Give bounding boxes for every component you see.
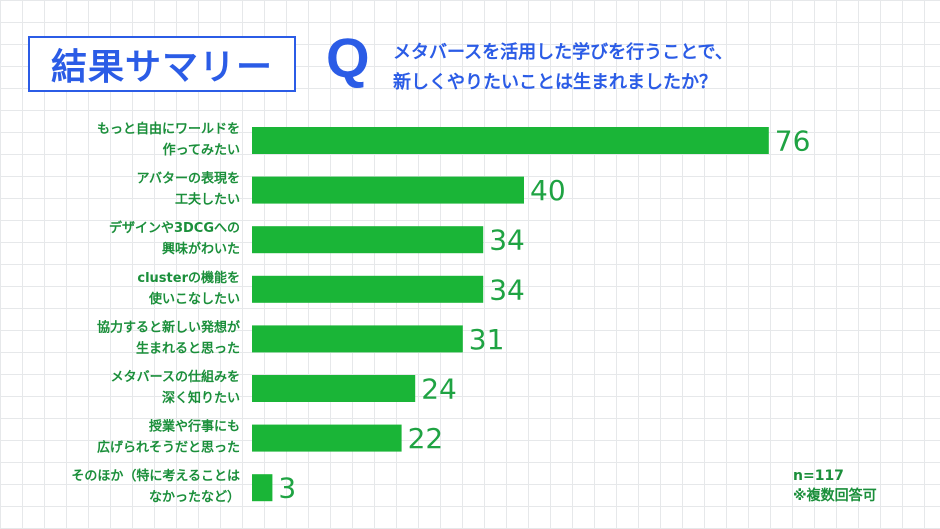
category-label-7-0: そのほか（特に考えることは <box>71 468 240 484</box>
bar-2 <box>252 226 484 254</box>
category-label-2-0: デザインや3DCGへの <box>109 220 240 236</box>
bar-1 <box>252 176 524 204</box>
category-label-1-0: アバターの表現を <box>137 171 240 187</box>
category-label-4-0: 協力すると新しい発想が <box>97 319 240 335</box>
sample-size: n=117 <box>793 468 844 484</box>
question-line-1: メタバースを活用した学びを行うことで、 <box>393 42 733 63</box>
value-label-4: 31 <box>469 323 505 356</box>
category-label-5-1: 深く知りたい <box>162 390 240 406</box>
value-label-1: 40 <box>530 174 566 207</box>
bar-0 <box>252 127 769 154</box>
category-label-7-1: なかったなど） <box>149 489 240 505</box>
category-label-0-0: もっと自由にワールドを <box>97 121 240 137</box>
bar-6 <box>252 424 402 452</box>
question-marker: Q <box>326 26 370 89</box>
question-text: メタバースを活用した学びを行うことで、 新しくやりたいことは生まれましたか？ <box>393 38 913 98</box>
multiple-answer-note: ※複数回答可 <box>793 488 877 504</box>
bar-7 <box>252 474 273 502</box>
category-label-3-0: clusterの機能を <box>137 270 240 286</box>
value-label-3: 34 <box>489 273 525 306</box>
category-label-1-1: 工夫したい <box>175 192 240 208</box>
value-label-6: 22 <box>408 422 444 455</box>
value-label-7: 3 <box>278 472 296 505</box>
chart-note: n=117 ※複数回答可 <box>793 466 877 506</box>
category-label-0-1: 作ってみたい <box>163 142 240 158</box>
category-label-5-0: メタバースの仕組みを <box>111 369 240 385</box>
bar-4 <box>252 325 463 353</box>
value-label-5: 24 <box>421 373 457 406</box>
question-line-2: 新しくやりたいことは生まれましたか？ <box>393 72 717 93</box>
bar-3 <box>252 275 484 303</box>
value-label-2: 34 <box>489 224 525 257</box>
summary-title: 結果サマリー <box>28 36 296 92</box>
bar-5 <box>252 375 416 402</box>
category-label-3-1: 使いこなしたい <box>148 291 240 307</box>
category-label-4-1: 生まれると思った <box>136 340 240 356</box>
category-label-6-0: 授業や行事にも <box>149 419 240 435</box>
value-label-0: 76 <box>775 125 811 158</box>
category-label-6-1: 広げられそうだと思った <box>97 440 240 456</box>
category-label-2-1: 興味がわいた <box>162 241 240 257</box>
